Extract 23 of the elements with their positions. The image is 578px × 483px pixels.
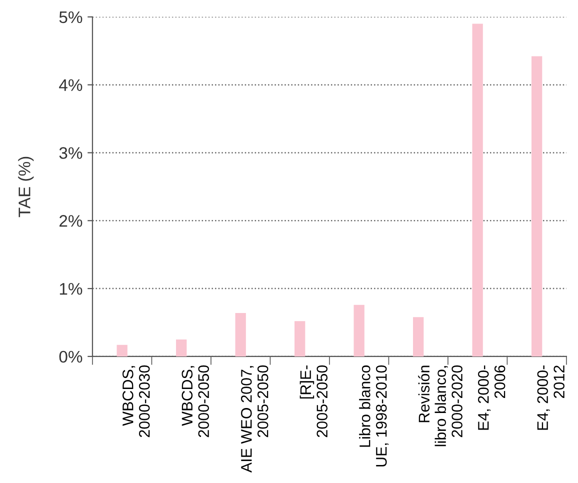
y-tick-label: 1% [60,283,82,295]
x-tick-label: E4, 2000- 2012 [537,365,564,430]
x-tick-label: WBCDS, 2000-2050 [182,365,210,438]
y-tick-label: 5% [59,11,82,24]
bar [116,344,128,356]
bar [294,321,306,356]
x-tick-label: E4, 2000- 2006 [478,365,506,430]
bar [235,312,246,356]
bar [531,56,542,356]
bar [412,317,424,356]
bar [472,24,483,356]
x-tick-label: Revisión libro blanco, 2000-2020 [418,365,462,446]
bar [176,339,187,356]
x-tick-label: AIE WEO 2007, 2005-2050 [240,365,268,473]
y-tick-label: 3% [59,147,82,159]
y-axis-title: TAE (%) [18,156,34,218]
x-tick-label: Libro blanco UE, 1998-2010 [359,365,389,466]
y-tick-label: 4% [59,79,82,91]
bar [354,304,364,356]
y-tick-label: 0% [59,350,82,363]
x-tick-label: WBCDS, 2000-2030 [122,365,150,438]
x-tick-label: [R]E- 2005-2050 [300,365,328,438]
y-tick-label: 2% [60,215,82,227]
